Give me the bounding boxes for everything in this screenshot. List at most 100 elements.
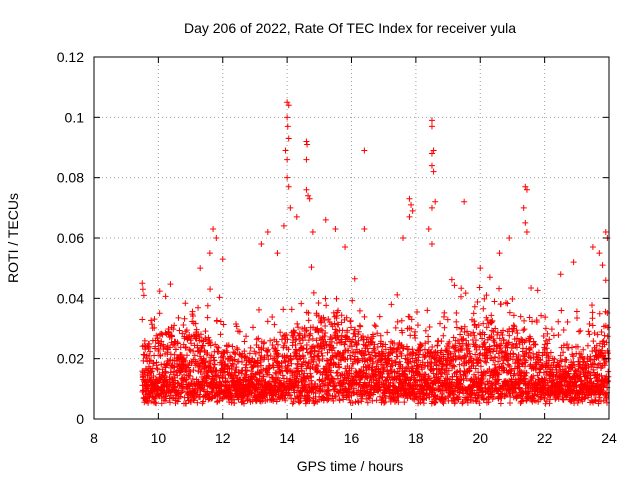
data-point — [296, 399, 303, 406]
data-point — [321, 333, 328, 340]
data-point — [319, 378, 326, 385]
data-point — [346, 388, 353, 395]
data-point — [419, 397, 426, 404]
data-point — [189, 376, 196, 383]
data-point — [570, 388, 577, 395]
data-point — [513, 327, 520, 334]
data-point — [488, 318, 495, 325]
y-tick-label: 0.02 — [57, 351, 84, 367]
data-point — [309, 363, 316, 370]
data-point — [526, 339, 533, 346]
data-point — [303, 341, 310, 348]
data-point — [160, 343, 167, 350]
data-point — [388, 338, 395, 345]
data-point — [162, 393, 169, 400]
data-point — [163, 361, 170, 368]
data-point — [273, 338, 280, 345]
data-point — [398, 341, 405, 348]
data-point — [595, 354, 602, 361]
data-point — [408, 201, 415, 208]
data-point — [285, 346, 292, 353]
data-points — [139, 99, 612, 407]
data-point — [394, 353, 401, 360]
data-point — [474, 396, 481, 403]
data-point — [247, 344, 254, 351]
data-point — [418, 342, 425, 349]
data-point — [453, 373, 460, 380]
data-point — [488, 327, 495, 334]
data-point — [522, 219, 529, 226]
y-tick-label: 0 — [76, 411, 84, 427]
data-point — [147, 348, 154, 355]
data-point — [156, 288, 163, 295]
data-point — [328, 338, 335, 345]
data-point — [276, 377, 283, 384]
data-point — [472, 337, 479, 344]
data-point — [162, 370, 169, 377]
data-point — [322, 216, 329, 223]
data-point — [169, 333, 176, 340]
data-point — [581, 395, 588, 402]
data-point — [257, 357, 264, 364]
data-point — [409, 355, 416, 362]
data-point — [560, 326, 567, 333]
data-point — [255, 306, 262, 313]
data-point — [139, 280, 146, 287]
data-point — [297, 340, 304, 347]
data-point — [140, 351, 147, 358]
data-point — [563, 357, 570, 364]
data-point — [192, 320, 199, 327]
data-point — [141, 337, 148, 344]
data-point — [544, 340, 551, 347]
data-point — [139, 286, 146, 293]
data-point — [407, 358, 414, 365]
data-point — [522, 337, 529, 344]
data-point — [241, 400, 248, 407]
data-point — [332, 393, 339, 400]
data-point — [583, 374, 590, 381]
data-point — [483, 359, 490, 366]
data-point — [361, 313, 368, 320]
data-point — [550, 332, 557, 339]
data-point — [388, 357, 395, 364]
data-point — [605, 368, 612, 375]
data-point — [327, 367, 334, 374]
data-point — [581, 355, 588, 362]
data-point — [454, 337, 461, 344]
data-point — [446, 345, 453, 352]
data-point — [354, 340, 361, 347]
data-point — [592, 396, 599, 403]
data-point — [191, 352, 198, 359]
data-point — [158, 338, 165, 345]
data-point — [304, 141, 311, 148]
data-point — [143, 398, 150, 405]
data-point — [358, 398, 365, 405]
data-point — [295, 368, 302, 375]
data-point — [442, 394, 449, 401]
data-point — [585, 362, 592, 369]
data-point — [390, 376, 397, 383]
data-point — [441, 324, 448, 331]
data-point — [167, 344, 174, 351]
x-tick-label: 20 — [472, 430, 488, 446]
data-point — [284, 336, 291, 343]
data-point — [498, 348, 505, 355]
data-point — [213, 317, 220, 324]
data-point — [505, 339, 512, 346]
data-point — [415, 357, 422, 364]
data-point — [521, 317, 528, 324]
data-point — [352, 326, 359, 333]
data-point — [433, 362, 440, 369]
data-point — [566, 373, 573, 380]
data-point — [229, 361, 236, 368]
data-point — [544, 330, 551, 337]
data-point — [420, 400, 427, 407]
data-point — [241, 348, 248, 355]
data-point — [511, 323, 518, 330]
data-point — [333, 328, 340, 335]
data-point — [406, 377, 413, 384]
data-point — [412, 328, 419, 335]
data-point — [258, 352, 265, 359]
data-point — [459, 345, 466, 352]
data-point — [590, 338, 597, 345]
